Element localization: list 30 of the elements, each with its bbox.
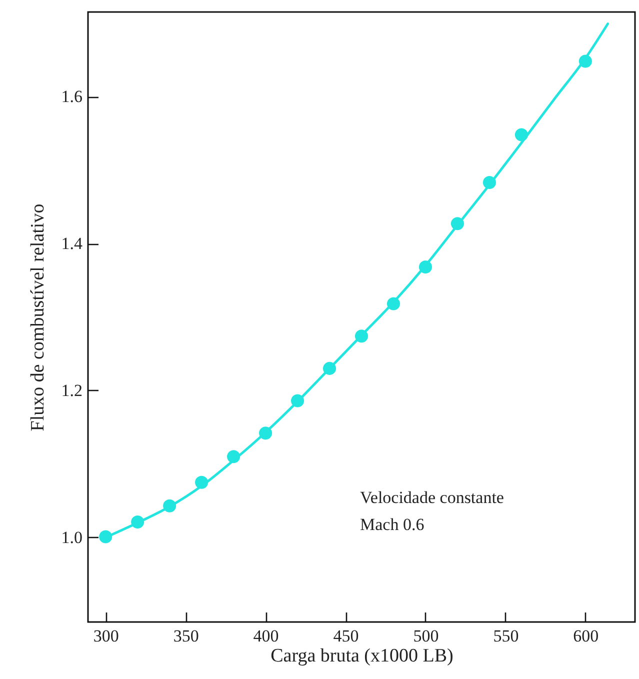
- y-tick-label: 1.4: [61, 234, 83, 254]
- point: [291, 394, 304, 408]
- x-tick-label: 300: [93, 626, 119, 646]
- x-axis-title: Carga bruta (x1000 LB): [270, 646, 454, 666]
- y-tick-label: 1.0: [61, 528, 82, 547]
- point: [99, 530, 112, 544]
- y-tick-label: 1.2: [61, 380, 82, 400]
- point: [578, 54, 592, 68]
- point: [386, 297, 400, 310]
- point: [163, 499, 176, 512]
- x-tick-label: 500: [413, 626, 439, 646]
- point: [418, 260, 432, 274]
- point: [227, 450, 240, 464]
- x-tick-label: 550: [493, 626, 519, 646]
- point: [482, 176, 496, 190]
- annotation: Velocidade constante: [360, 488, 504, 507]
- point: [354, 330, 368, 343]
- annotation: Mach 0.6: [360, 515, 424, 534]
- x-tick-label: 350: [173, 626, 199, 646]
- x-tick-label: 450: [333, 626, 359, 646]
- y-tick-label: 1.6: [61, 87, 82, 106]
- y-axis-title: Fluxo de combustível relativo: [27, 204, 48, 432]
- point: [450, 217, 464, 230]
- x-tick-label: 600: [573, 626, 599, 646]
- point: [195, 476, 208, 489]
- point: [322, 362, 336, 375]
- point: [514, 128, 528, 142]
- point: [259, 426, 272, 440]
- x-tick-label: 400: [253, 626, 279, 646]
- point: [131, 516, 144, 529]
